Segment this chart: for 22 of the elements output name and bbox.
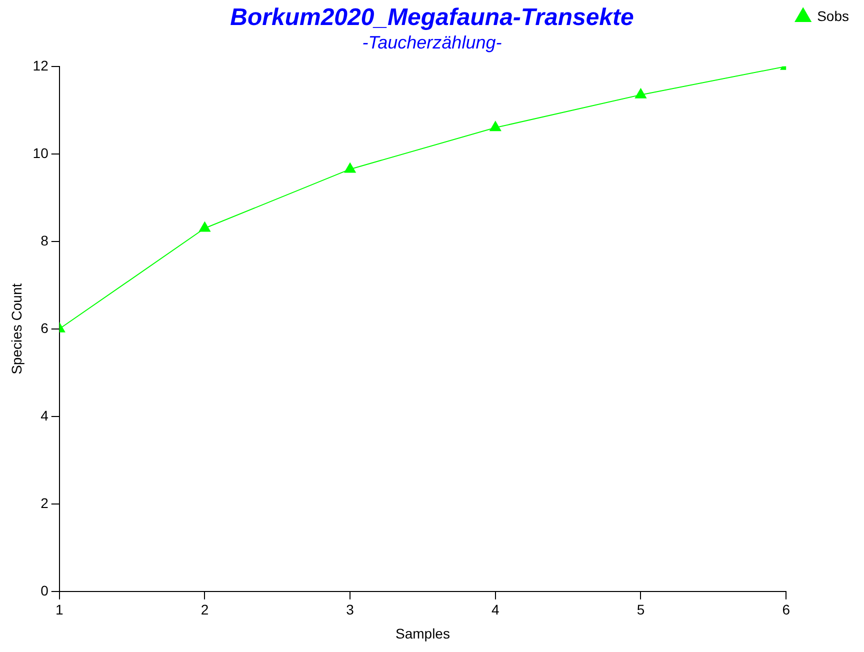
x-tick-label: 3 (346, 602, 354, 618)
chart-subtitle: -Taucherzählung- (362, 32, 502, 53)
y-tick-label: 4 (40, 407, 49, 424)
x-tick-label: 6 (782, 602, 790, 618)
point (634, 88, 647, 98)
y-tick-label: 0 (40, 582, 49, 598)
y-tick-label: 10 (32, 144, 49, 161)
legend-label: Sobs (817, 8, 850, 24)
point (198, 221, 211, 232)
y-tick-label: 12 (32, 57, 49, 74)
y-tick-label: 8 (40, 232, 49, 248)
x-tick-label: 5 (636, 602, 645, 618)
x-tick-label: 1 (55, 602, 64, 618)
y-tick-label: 6 (40, 320, 49, 336)
y-axis-title: Species Count (8, 283, 24, 374)
x-tick-label: 2 (200, 602, 209, 618)
chart-title: Borkum2020_Megafauna-Transekte (230, 4, 634, 32)
point (489, 120, 502, 132)
point (344, 162, 356, 173)
x-axis-title: Samples (395, 625, 450, 642)
y-tick-label: 2 (40, 494, 49, 511)
x-tick-label: 4 (492, 602, 500, 618)
